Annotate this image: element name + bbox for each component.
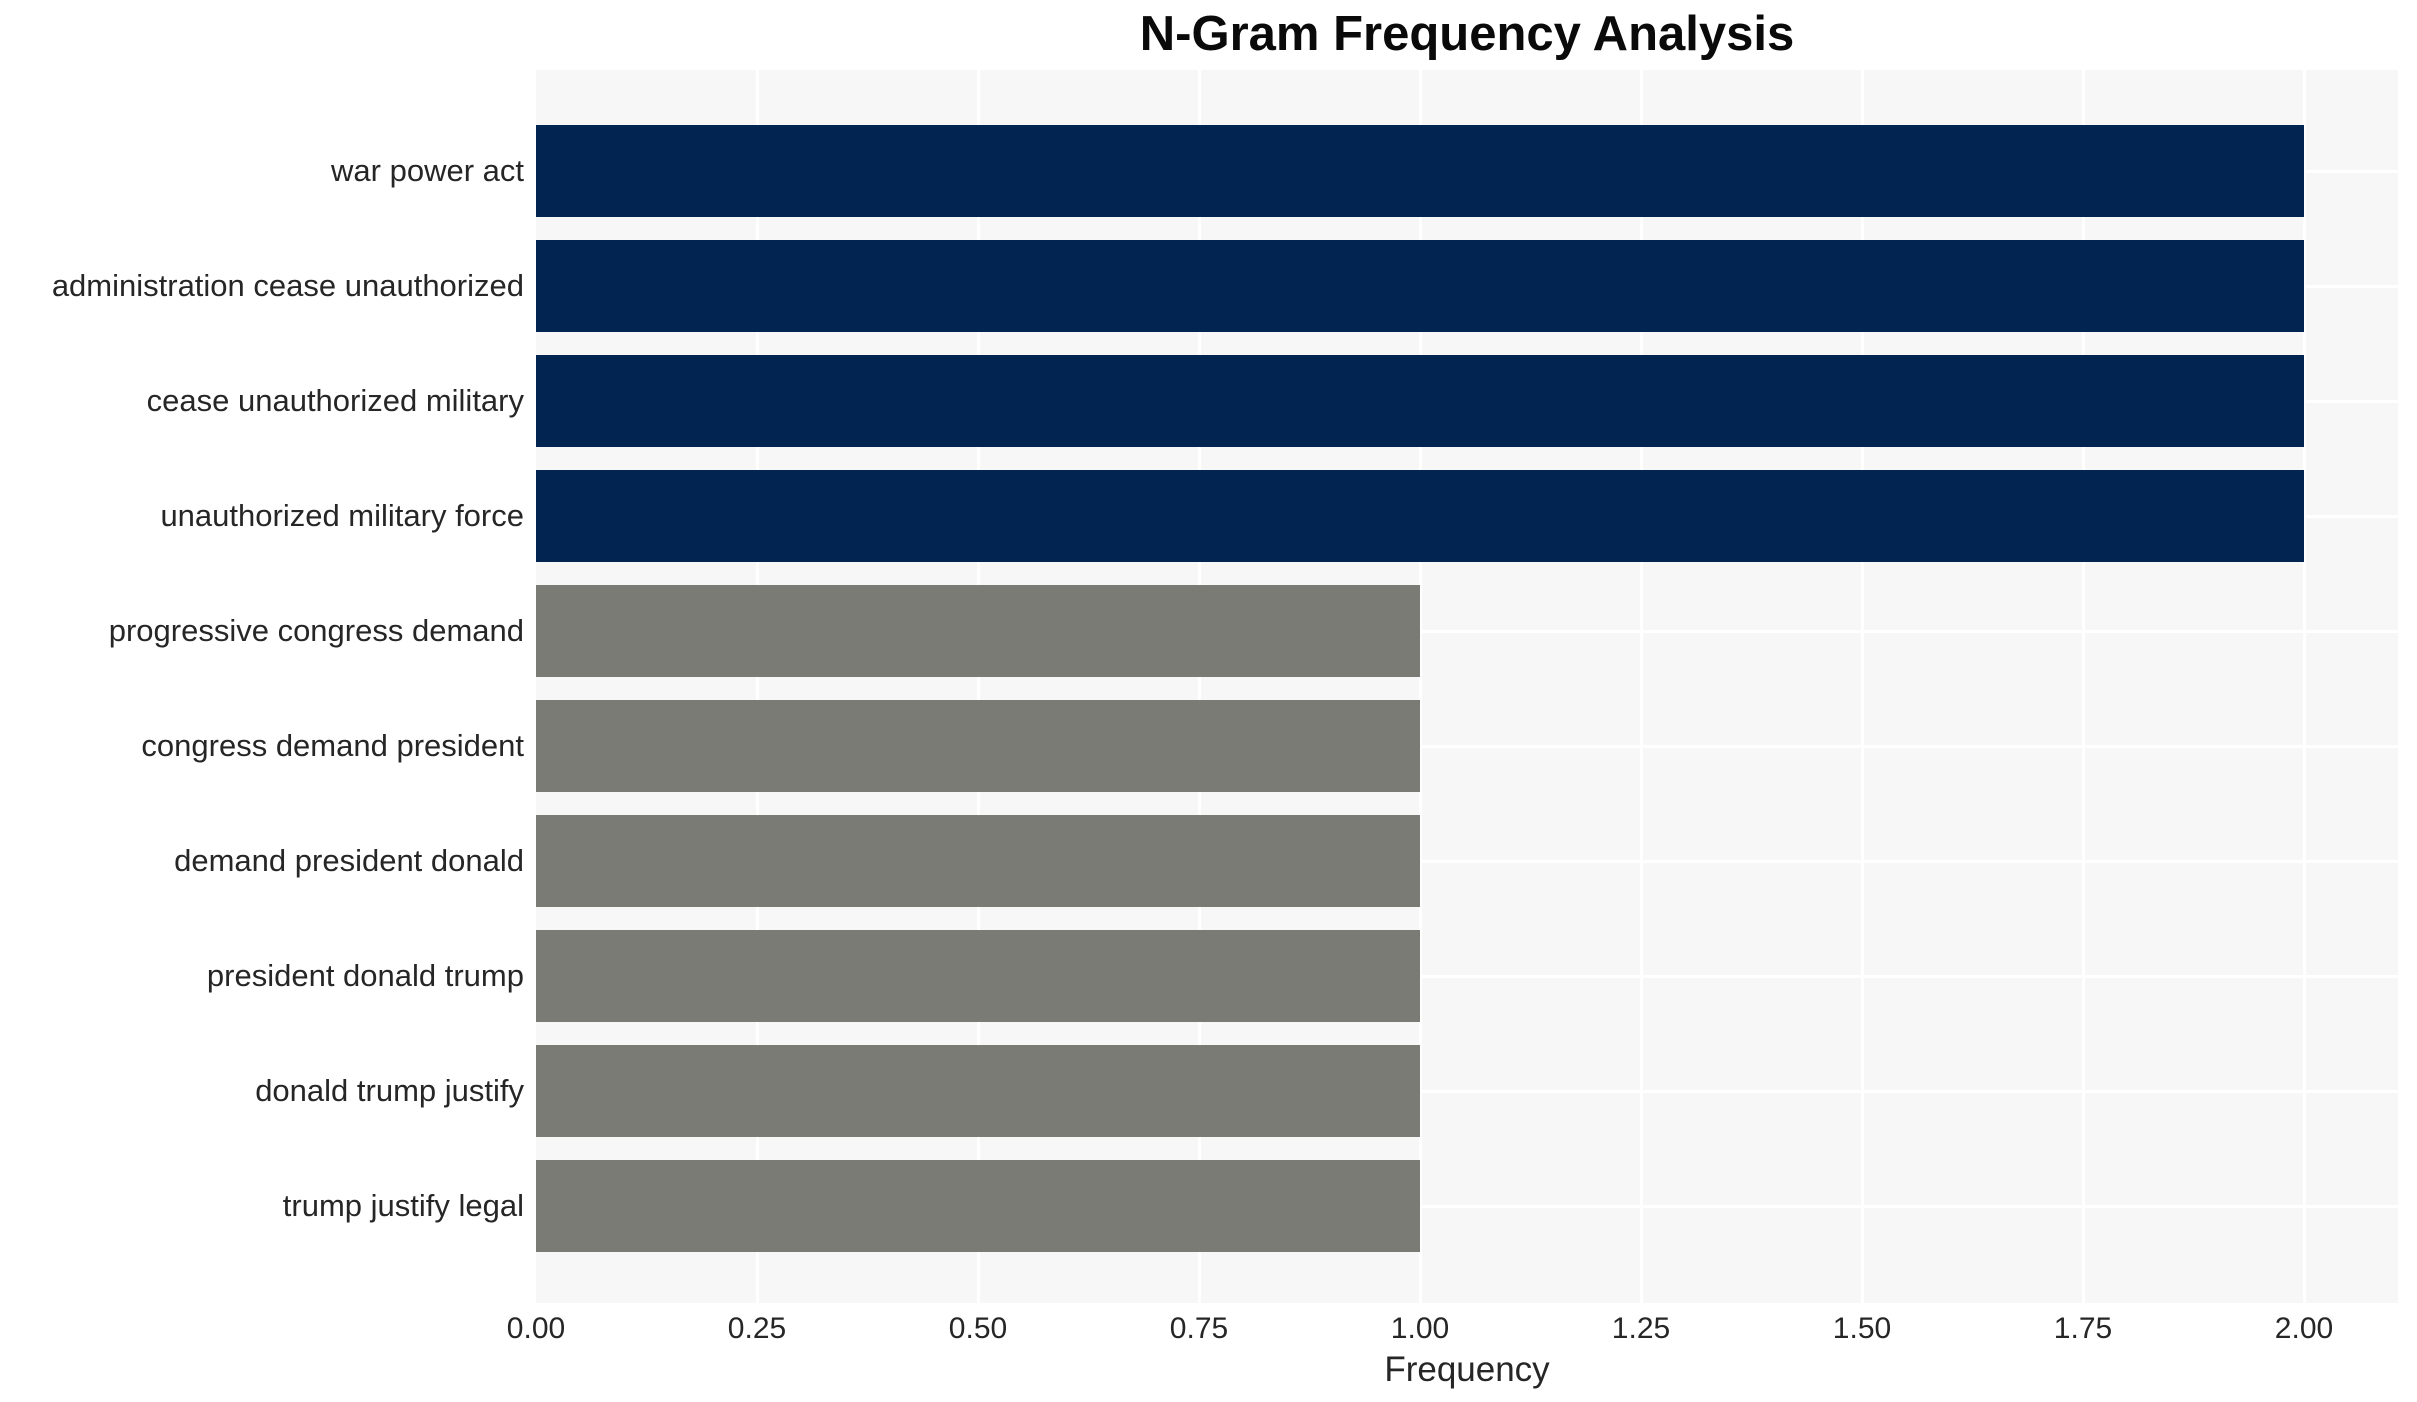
y-tick-label: congress demand president [141, 728, 524, 763]
horizontal-gridline [536, 630, 2398, 633]
x-tick-label: 1.00 [1390, 1312, 1450, 1345]
x-tick-label: 0.00 [506, 1312, 566, 1345]
y-tick-label: cease unauthorized military [146, 383, 524, 418]
y-tick-label: administration cease unauthorized [51, 268, 524, 303]
vertical-gridline [756, 70, 759, 1303]
horizontal-gridline [536, 745, 2398, 748]
vertical-gridline [1198, 70, 1201, 1303]
y-tick-label: war power act [331, 153, 524, 188]
vertical-gridline [1419, 70, 1422, 1303]
vertical-gridline [977, 70, 980, 1303]
y-tick-label: demand president donald [174, 843, 524, 878]
x-tick-label: 0.50 [948, 1312, 1008, 1345]
y-tick-label: trump justify legal [282, 1188, 524, 1223]
bar [536, 240, 2304, 332]
bar [536, 815, 1420, 907]
bar [536, 1160, 1420, 1252]
bar [536, 355, 2304, 447]
horizontal-gridline [536, 975, 2398, 978]
horizontal-gridline [536, 1205, 2398, 1208]
horizontal-gridline [536, 860, 2398, 863]
chart-title: N-Gram Frequency Analysis [1139, 7, 1795, 61]
x-axis-ticks: 0.00 0.25 0.50 0.75 1.00 1.25 1.50 1.75 2.00 [0, 1312, 2417, 1352]
bar [536, 585, 1420, 677]
x-axis-title: Frequency [1384, 1350, 1550, 1389]
horizontal-gridline [536, 1090, 2398, 1093]
x-tick-label: 2.00 [2274, 1312, 2334, 1345]
x-tick-label: 1.25 [1611, 1312, 1671, 1345]
x-tick-label: 1.50 [1832, 1312, 1892, 1345]
y-axis-labels: war power act administration cease unauth… [0, 70, 524, 1303]
y-tick-label: donald trump justify [255, 1073, 524, 1108]
plot-area [536, 70, 2398, 1303]
y-tick-label: president donald trump [206, 958, 524, 993]
bar [536, 1045, 1420, 1137]
x-tick-label: 0.75 [1169, 1312, 1229, 1345]
y-tick-label: unauthorized military force [160, 498, 524, 533]
vertical-gridline [2303, 70, 2306, 1303]
y-tick-label: progressive congress demand [108, 613, 524, 648]
x-tick-label: 1.75 [2053, 1312, 2113, 1345]
vertical-gridline [1861, 70, 1864, 1303]
bar [536, 470, 2304, 562]
x-tick-label: 0.25 [727, 1312, 787, 1345]
vertical-gridline [1640, 70, 1643, 1303]
bar [536, 700, 1420, 792]
bar [536, 125, 2304, 217]
vertical-gridline [2082, 70, 2085, 1303]
bar [536, 930, 1420, 1022]
